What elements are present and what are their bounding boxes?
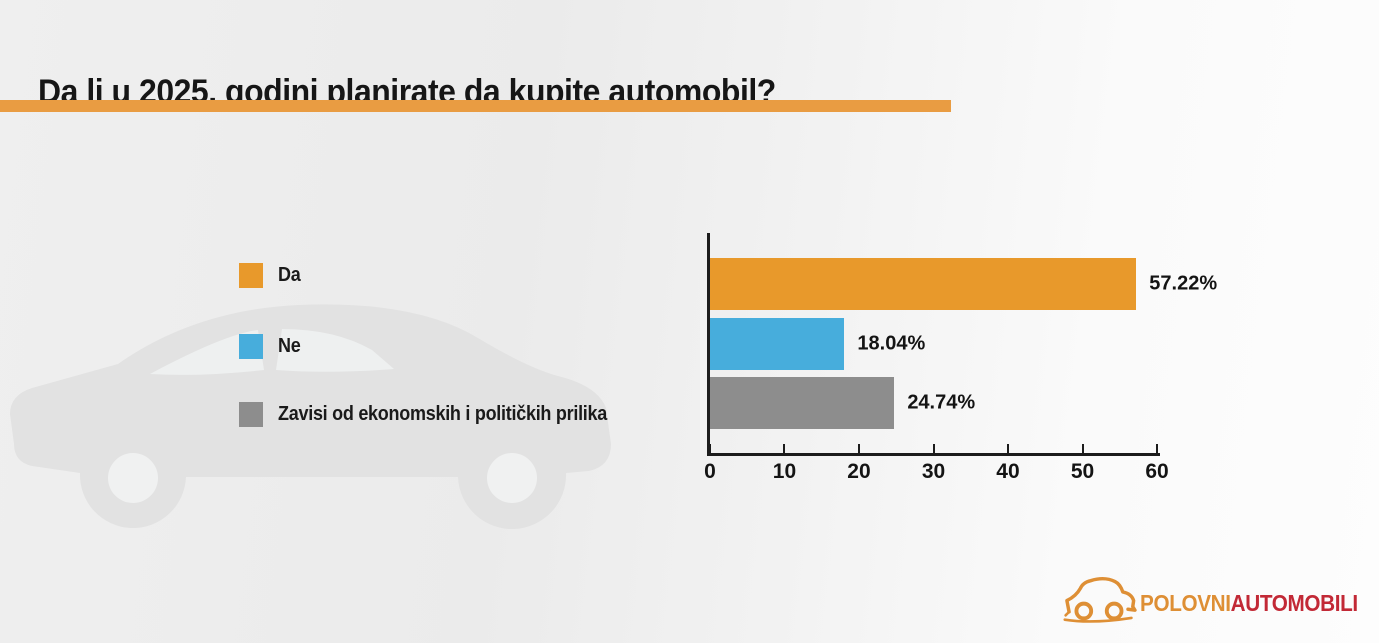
x-axis-tick xyxy=(932,444,935,453)
y-axis-line xyxy=(707,233,710,456)
legend-swatch xyxy=(239,263,263,288)
bar-value-label: 57.22% xyxy=(1149,272,1218,295)
brand-wordmark: POLOVNIAUTOMOBILI xyxy=(1140,590,1358,617)
bar-2 xyxy=(710,377,895,429)
bar-1 xyxy=(710,318,845,370)
legend-item: Ne xyxy=(239,334,303,359)
legend-item: Zavisi od ekonomskih i političkih prilik… xyxy=(239,402,644,427)
brand-word-secondary: AUTOMOBILI xyxy=(1230,589,1358,616)
legend-swatch xyxy=(239,402,263,427)
legend-label: Zavisi od ekonomskih i političkih prilik… xyxy=(278,403,608,425)
brand-logo: POLOVNIAUTOMOBILI xyxy=(1062,572,1379,624)
x-axis-tick xyxy=(1006,444,1009,453)
legend-item: Da xyxy=(239,263,303,288)
x-axis-tick-label: 10 xyxy=(772,460,797,483)
bar-value-label: 24.74% xyxy=(907,391,976,414)
legend-label: Da xyxy=(278,264,301,286)
brand-word-primary: POLOVNI xyxy=(1140,589,1231,616)
legend-swatch xyxy=(239,334,263,359)
x-axis-tick xyxy=(783,444,786,453)
x-axis-tick-label: 30 xyxy=(921,460,946,483)
legend-label: Ne xyxy=(278,335,301,357)
title-accent-rule xyxy=(0,100,951,112)
x-axis-tick xyxy=(857,444,860,453)
x-axis-tick-label: 50 xyxy=(1070,460,1095,483)
bar-chart: 57.22% 18.04% 24.74% 0 10 20 30 40 50 60 xyxy=(704,233,1217,483)
x-axis-tick xyxy=(709,444,711,453)
bar-value-label: 18.04% xyxy=(857,332,926,355)
x-axis-tick xyxy=(1156,444,1158,453)
x-axis-tick-label: 0 xyxy=(704,460,716,483)
car-sketch-icon xyxy=(1063,576,1137,623)
x-axis-tick xyxy=(1081,444,1084,453)
x-axis-tick-label: 40 xyxy=(996,460,1020,483)
bar-0 xyxy=(710,258,1137,310)
x-axis-line xyxy=(707,453,1160,456)
x-axis-tick-label: 60 xyxy=(1145,460,1169,483)
x-axis-tick-label: 20 xyxy=(847,460,871,483)
